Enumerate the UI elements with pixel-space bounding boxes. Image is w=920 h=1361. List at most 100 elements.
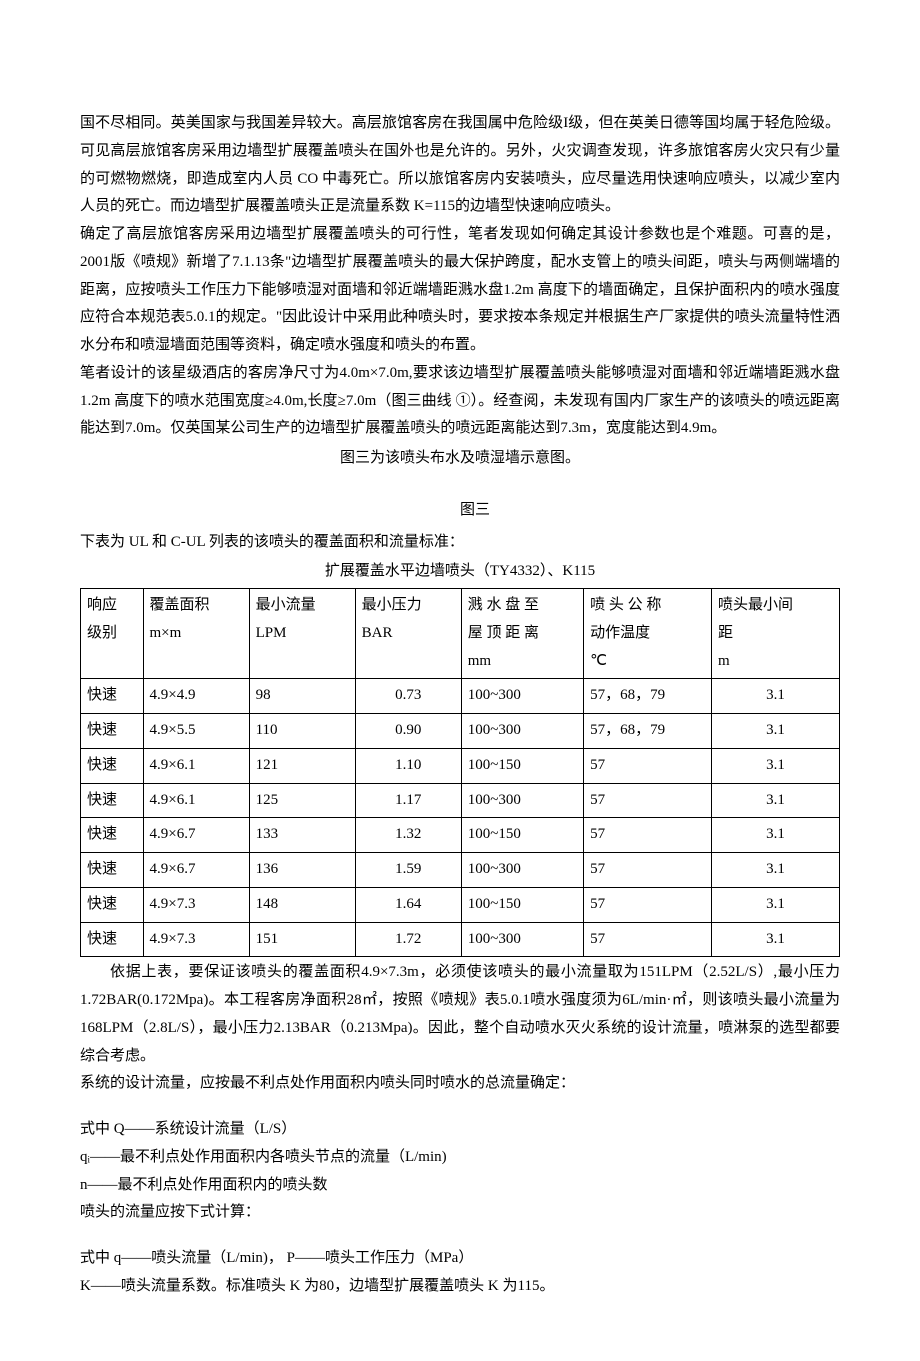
cell: 3.1 [712, 679, 840, 714]
cell: 4.9×4.9 [143, 679, 249, 714]
cell: 快速 [81, 679, 144, 714]
table-row: 快速4.9×6.71361.59100~300573.1 [81, 853, 840, 888]
th-area: 覆盖面积 m×m [143, 589, 249, 679]
spacer [80, 1227, 840, 1245]
cell: 121 [249, 748, 355, 783]
th-text: ℃ [590, 653, 607, 669]
cell: 3.1 [712, 922, 840, 957]
cell: 快速 [81, 818, 144, 853]
cell: 快速 [81, 922, 144, 957]
th-spacing: 喷头最小间距m [712, 589, 840, 679]
cell: 100~150 [461, 887, 583, 922]
cell: 1.32 [355, 818, 461, 853]
th-text: 响应 [87, 597, 117, 613]
cell: 快速 [81, 887, 144, 922]
th-text: 覆盖面积 [150, 597, 210, 613]
cell: 4.9×7.3 [143, 922, 249, 957]
figure-label: 图三 [80, 497, 840, 525]
cell: 4.9×7.3 [143, 887, 249, 922]
cell: 110 [249, 714, 355, 749]
cell: 3.1 [712, 748, 840, 783]
cell: 4.9×6.1 [143, 748, 249, 783]
cell: 3.1 [712, 714, 840, 749]
cell: 57 [584, 748, 712, 783]
cell: 1.59 [355, 853, 461, 888]
cell: 57，68，79 [584, 714, 712, 749]
th-text: 喷 头 公 称 [590, 597, 661, 613]
cell: 快速 [81, 853, 144, 888]
th-text: 溅 水 盘 至 [468, 597, 539, 613]
th-text: 喷头最小间 [718, 597, 793, 613]
paragraph-2: 确定了高层旅馆客房采用边墙型扩展覆盖喷头的可行性，笔者发现如何确定其设计参数也是… [80, 221, 840, 360]
th-text: 最小压力 [362, 597, 422, 613]
cell: 1.17 [355, 783, 461, 818]
cell: 57 [584, 818, 712, 853]
cell: 100~300 [461, 783, 583, 818]
cell: 125 [249, 783, 355, 818]
spec-table: 响应级别 覆盖面积 m×m 最小流量 LPM 最小压力 BAR 溅 水 盘 至屋 顶 … [80, 588, 840, 957]
th-text: mm [468, 653, 491, 669]
table-row: 快速4.9×7.31481.64100~150573.1 [81, 887, 840, 922]
cell: 0.90 [355, 714, 461, 749]
cell: 1.72 [355, 922, 461, 957]
formula-def-6: K——喷头流量系数。标准喷头 K 为80，边墙型扩展覆盖喷头 K 为115。 [80, 1273, 840, 1301]
cell: 100~300 [461, 922, 583, 957]
spacer [80, 475, 840, 493]
th-text: 最小流量 [256, 597, 316, 613]
paragraph-3: 笔者设计的该星级酒店的客房净尺寸为4.0m×7.0m,要求该边墙型扩展覆盖喷头能… [80, 360, 840, 443]
cell: 57，68，79 [584, 679, 712, 714]
formula-def-3: n——最不利点处作用面积内的喷头数 [80, 1172, 840, 1200]
cell: 3.1 [712, 818, 840, 853]
figure-caption: 图三为该喷头布水及喷湿墙示意图。 [80, 445, 840, 473]
table-row: 快速4.9×5.51100.90100~30057，68，793.1 [81, 714, 840, 749]
cell: 快速 [81, 783, 144, 818]
formula-def-4: 喷头的流量应按下式计算： [80, 1199, 840, 1227]
cell: 快速 [81, 714, 144, 749]
table-row: 快速4.9×6.11251.17100~300573.1 [81, 783, 840, 818]
paragraph-4: 下表为 UL 和 C-UL 列表的该喷头的覆盖面积和流量标准： [80, 529, 840, 557]
cell: 3.1 [712, 887, 840, 922]
cell: 1.64 [355, 887, 461, 922]
th-flow: 最小流量 LPM [249, 589, 355, 679]
cell: 57 [584, 887, 712, 922]
th-text: LPM [256, 625, 287, 641]
th-response: 响应级别 [81, 589, 144, 679]
table-header-row: 响应级别 覆盖面积 m×m 最小流量 LPM 最小压力 BAR 溅 水 盘 至屋 顶 … [81, 589, 840, 679]
cell: 快速 [81, 748, 144, 783]
paragraph-6: 系统的设计流量，应按最不利点处作用面积内喷头同时喷水的总流量确定： [80, 1070, 840, 1098]
cell: 100~150 [461, 748, 583, 783]
th-text: m [718, 653, 730, 669]
th-dist: 溅 水 盘 至屋 顶 距 离mm [461, 589, 583, 679]
table-row: 快速4.9×7.31511.72100~300573.1 [81, 922, 840, 957]
table-caption: 扩展覆盖水平边墙喷头（TY4332）、K115 [80, 558, 840, 586]
th-temp: 喷 头 公 称动作温度 ℃ [584, 589, 712, 679]
formula-def-1: 式中 Q——系统设计流量（L/S） [80, 1116, 840, 1144]
cell: 0.73 [355, 679, 461, 714]
th-pressure: 最小压力 BAR [355, 589, 461, 679]
cell: 100~300 [461, 679, 583, 714]
th-text: 级别 [87, 625, 117, 641]
cell: 148 [249, 887, 355, 922]
formula-def-2: qᵢ——最不利点处作用面积内各喷头节点的流量（L/min) [80, 1144, 840, 1172]
paragraph-1: 国不尽相同。英美国家与我国差异较大。高层旅馆客房在我国属中危险级I级，但在英美日… [80, 110, 840, 221]
cell: 1.10 [355, 748, 461, 783]
cell: 133 [249, 818, 355, 853]
cell: 4.9×5.5 [143, 714, 249, 749]
cell: 3.1 [712, 783, 840, 818]
th-text: m×m [150, 625, 182, 641]
th-text: BAR [362, 625, 393, 641]
cell: 4.9×6.7 [143, 853, 249, 888]
cell: 4.9×6.1 [143, 783, 249, 818]
table-row: 快速4.9×6.71331.32100~150573.1 [81, 818, 840, 853]
cell: 151 [249, 922, 355, 957]
spacer [80, 1098, 840, 1116]
table-row: 快速4.9×4.9980.73100~30057，68，793.1 [81, 679, 840, 714]
table-row: 快速4.9×6.11211.10100~150573.1 [81, 748, 840, 783]
cell: 57 [584, 853, 712, 888]
cell: 136 [249, 853, 355, 888]
cell: 57 [584, 783, 712, 818]
th-text: 动作温度 [590, 625, 650, 641]
cell: 3.1 [712, 853, 840, 888]
cell: 4.9×6.7 [143, 818, 249, 853]
cell: 100~300 [461, 714, 583, 749]
